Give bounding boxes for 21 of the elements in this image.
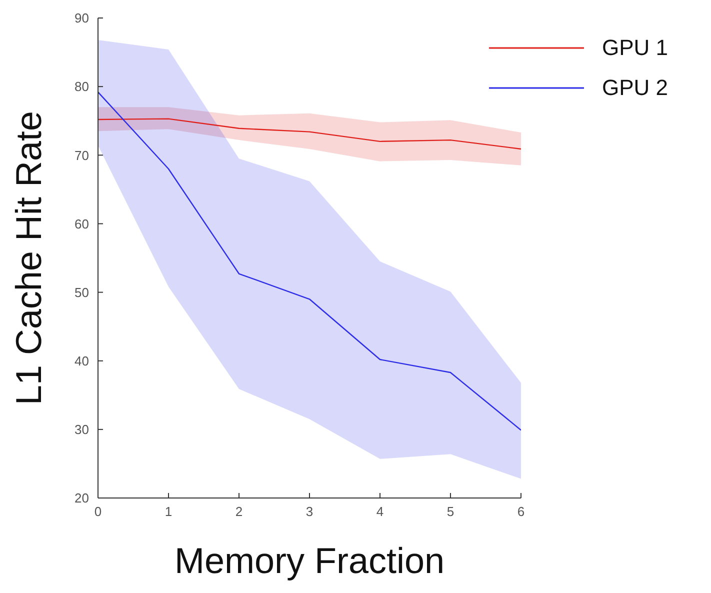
x-axis-title: Memory Fraction	[174, 540, 445, 581]
x-tick-label: 1	[164, 504, 172, 520]
y-tick-label: 70	[74, 148, 89, 163]
y-tick-label: 40	[74, 353, 89, 368]
y-axis-title: L1 Cache Hit Rate	[8, 110, 49, 406]
legend-label: GPU 2	[602, 75, 668, 101]
y-tick-label: 20	[74, 490, 89, 506]
y-tick-label: 90	[74, 10, 89, 26]
x-tick-label: 4	[376, 504, 384, 520]
y-tick-label: 30	[74, 422, 89, 438]
line-series	[98, 91, 521, 431]
x-tick-label: 6	[517, 504, 525, 520]
legend-label: GPU 1	[602, 35, 668, 61]
y-tick-label: 60	[74, 216, 89, 232]
y-tick-label: 50	[74, 284, 89, 300]
x-tick-label: 0	[94, 504, 102, 520]
line-series	[98, 118, 521, 150]
x-tick-label: 2	[235, 504, 243, 520]
x-tick-label: 3	[306, 504, 314, 520]
x-tick-label: 5	[446, 504, 454, 520]
y-tick-label: 80	[74, 79, 89, 94]
